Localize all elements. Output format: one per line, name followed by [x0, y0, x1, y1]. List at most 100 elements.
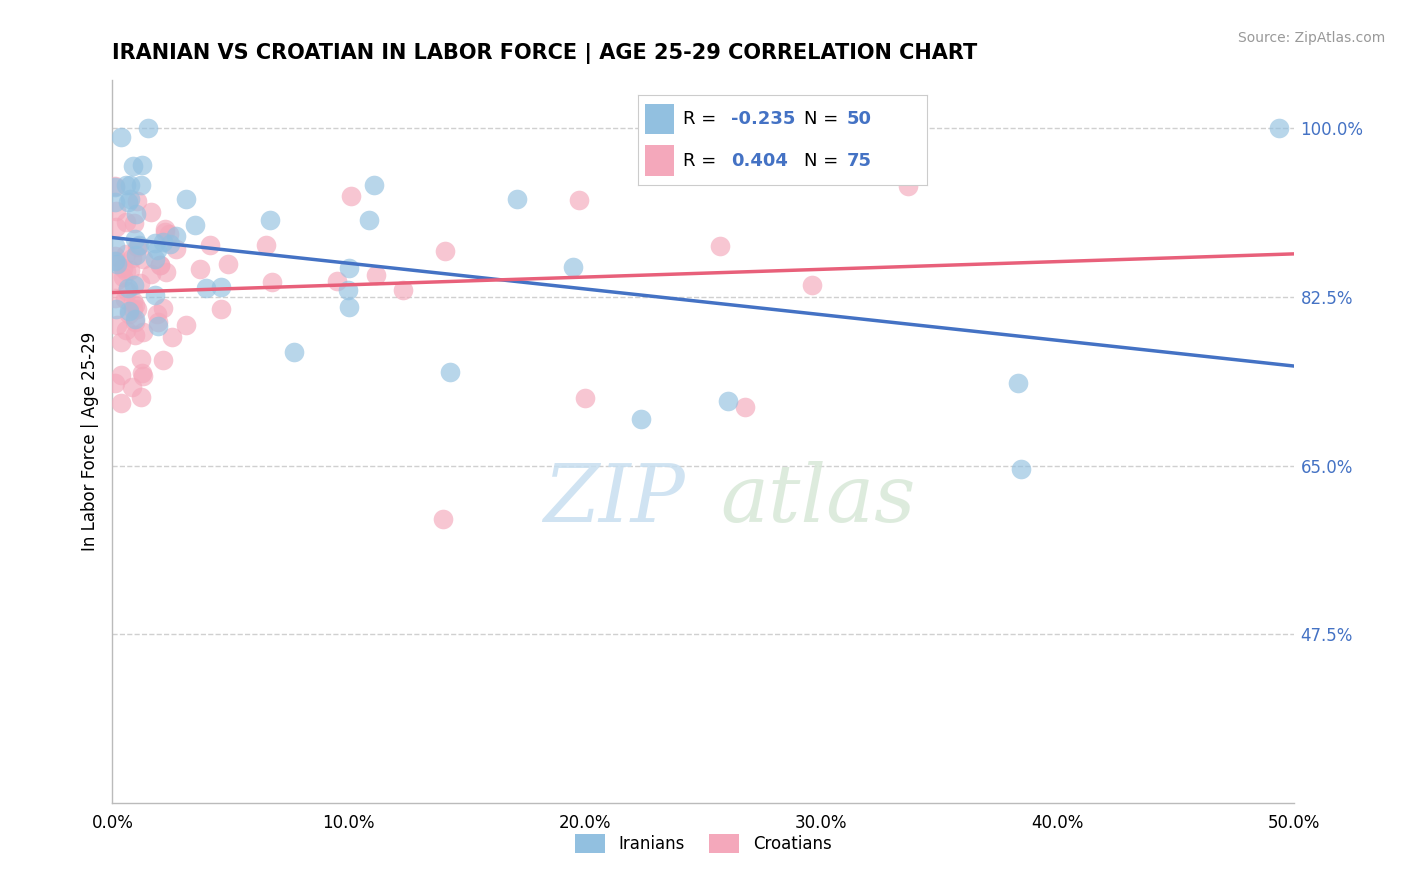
Point	[209, 301, 232, 316]
Point	[165, 242, 187, 256]
Point	[104, 254, 127, 268]
Point	[146, 243, 169, 257]
Point	[183, 218, 205, 232]
Point	[118, 178, 141, 193]
Point	[110, 129, 132, 144]
Point	[104, 239, 127, 253]
Point	[897, 178, 920, 193]
Point	[122, 278, 145, 293]
Point	[200, 238, 222, 252]
Point	[337, 260, 360, 275]
Point	[122, 301, 145, 316]
Point	[121, 251, 143, 265]
Point	[152, 353, 174, 368]
Point	[114, 292, 136, 306]
Point	[132, 326, 155, 340]
Point	[124, 298, 146, 312]
Point	[124, 314, 146, 328]
Point	[104, 179, 127, 194]
Point	[439, 365, 461, 379]
Point	[152, 235, 174, 250]
Point	[104, 253, 127, 268]
Point	[141, 205, 163, 219]
Point	[159, 237, 181, 252]
Point	[104, 376, 127, 390]
Point	[145, 235, 167, 250]
Point	[800, 278, 823, 293]
Point	[129, 276, 152, 290]
Point	[110, 396, 132, 410]
Point	[188, 261, 211, 276]
Point	[129, 390, 152, 404]
Point	[433, 244, 456, 258]
Point	[211, 279, 233, 293]
Point	[364, 268, 387, 283]
Point	[568, 194, 591, 208]
Point	[176, 318, 198, 332]
Text: Source: ZipAtlas.com: Source: ZipAtlas.com	[1237, 31, 1385, 45]
Point	[129, 351, 152, 366]
Point	[149, 258, 172, 272]
Point	[124, 328, 146, 343]
Point	[160, 330, 183, 344]
Point	[574, 391, 596, 405]
Point	[218, 257, 240, 271]
Point	[709, 238, 731, 252]
Point	[155, 264, 177, 278]
Point	[114, 246, 136, 260]
Point	[131, 158, 153, 172]
Point	[105, 318, 128, 332]
Point	[118, 263, 141, 277]
Point	[630, 412, 652, 426]
Point	[114, 215, 136, 229]
Point	[195, 280, 218, 294]
Point	[283, 345, 305, 359]
Point	[148, 315, 170, 329]
Point	[505, 192, 527, 206]
Point	[125, 248, 148, 262]
Point	[117, 281, 139, 295]
Point	[1010, 462, 1032, 476]
Point	[104, 204, 127, 219]
Point	[117, 194, 139, 209]
Point	[146, 308, 169, 322]
Point	[1268, 121, 1291, 136]
Point	[115, 323, 138, 337]
Point	[143, 287, 166, 301]
Point	[146, 319, 169, 334]
Point	[562, 260, 585, 275]
Point	[105, 219, 128, 234]
Point	[127, 302, 149, 317]
Text: IRANIAN VS CROATIAN IN LABOR FORCE | AGE 25-29 CORRELATION CHART: IRANIAN VS CROATIAN IN LABOR FORCE | AGE…	[112, 44, 977, 64]
Point	[112, 260, 135, 275]
Point	[159, 227, 181, 241]
Point	[125, 207, 148, 221]
Text: ZIP: ZIP	[544, 460, 685, 538]
Point	[143, 252, 166, 267]
Point	[104, 180, 127, 194]
Point	[131, 366, 153, 380]
Point	[363, 178, 385, 192]
Point	[104, 291, 127, 305]
Point	[131, 178, 153, 192]
Point	[104, 194, 127, 209]
Legend: Iranians, Croatians: Iranians, Croatians	[568, 827, 838, 860]
Point	[118, 192, 141, 206]
Point	[105, 256, 128, 270]
Point	[174, 192, 197, 206]
Point	[118, 307, 141, 321]
Point	[136, 121, 159, 136]
Point	[121, 293, 143, 308]
Point	[1007, 376, 1029, 390]
Point	[259, 213, 281, 227]
Point	[111, 269, 134, 284]
Point	[128, 237, 150, 252]
Point	[124, 232, 146, 246]
Point	[114, 264, 136, 278]
Point	[105, 301, 128, 316]
Point	[339, 189, 361, 203]
Point	[254, 238, 277, 252]
Point	[745, 157, 768, 171]
Y-axis label: In Labor Force | Age 25-29: In Labor Force | Age 25-29	[80, 332, 98, 551]
Point	[122, 216, 145, 230]
